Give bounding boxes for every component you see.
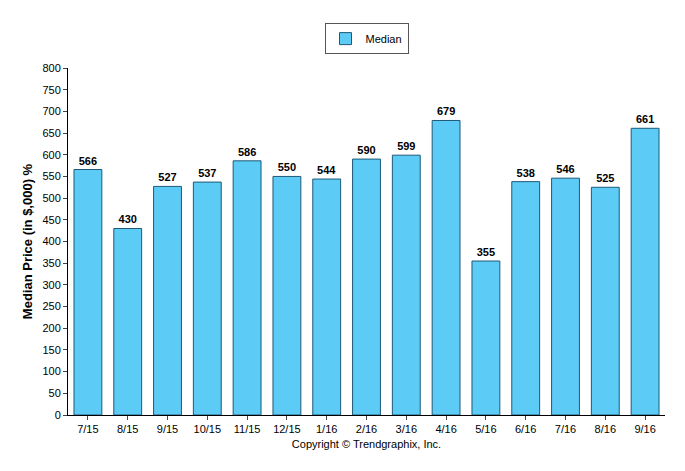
svg-text:2/16: 2/16	[356, 423, 377, 435]
svg-text:10/15: 10/15	[194, 423, 222, 435]
svg-text:Median: Median	[366, 33, 402, 45]
svg-text:525: 525	[596, 172, 614, 184]
svg-text:5/16: 5/16	[475, 423, 496, 435]
svg-text:7/16: 7/16	[555, 423, 576, 435]
svg-text:100: 100	[42, 365, 60, 377]
svg-text:661: 661	[636, 113, 654, 125]
svg-text:679: 679	[437, 105, 455, 117]
svg-text:9/15: 9/15	[157, 423, 178, 435]
svg-text:544: 544	[317, 164, 336, 176]
svg-text:300: 300	[42, 279, 60, 291]
svg-text:450: 450	[42, 214, 60, 226]
svg-text:Median Price (in $,000) %: Median Price (in $,000) %	[20, 163, 35, 319]
svg-text:599: 599	[397, 140, 415, 152]
svg-text:11/15: 11/15	[234, 423, 261, 435]
svg-text:8/15: 8/15	[117, 423, 138, 435]
svg-text:350: 350	[42, 257, 60, 269]
svg-text:527: 527	[158, 171, 176, 183]
svg-text:6/16: 6/16	[515, 423, 536, 435]
svg-text:7/15: 7/15	[77, 423, 98, 435]
svg-text:650: 650	[42, 127, 60, 139]
svg-text:0: 0	[55, 409, 61, 421]
svg-text:500: 500	[42, 192, 60, 204]
svg-text:150: 150	[42, 344, 60, 356]
svg-text:355: 355	[477, 246, 495, 258]
svg-text:4/16: 4/16	[435, 423, 456, 435]
svg-text:400: 400	[42, 235, 60, 247]
svg-text:537: 537	[198, 167, 216, 179]
svg-text:1/16: 1/16	[316, 423, 337, 435]
svg-text:430: 430	[119, 213, 137, 225]
svg-text:538: 538	[517, 167, 535, 179]
svg-text:700: 700	[42, 105, 60, 117]
svg-text:590: 590	[357, 144, 375, 156]
svg-text:250: 250	[42, 300, 60, 312]
svg-text:546: 546	[556, 163, 574, 175]
svg-text:3/16: 3/16	[396, 423, 417, 435]
svg-text:9/16: 9/16	[634, 423, 655, 435]
svg-text:586: 586	[238, 146, 256, 158]
svg-text:750: 750	[42, 84, 60, 96]
svg-text:800: 800	[42, 62, 60, 74]
svg-text:566: 566	[79, 155, 97, 167]
svg-text:Copyright © Trendgraphix, Inc.: Copyright © Trendgraphix, Inc.	[292, 438, 441, 450]
svg-text:600: 600	[42, 149, 60, 161]
svg-text:550: 550	[278, 161, 296, 173]
svg-text:200: 200	[42, 322, 60, 334]
svg-text:12/15: 12/15	[273, 423, 301, 435]
svg-text:550: 550	[42, 170, 60, 182]
svg-text:50: 50	[49, 387, 61, 399]
svg-text:8/16: 8/16	[595, 423, 616, 435]
